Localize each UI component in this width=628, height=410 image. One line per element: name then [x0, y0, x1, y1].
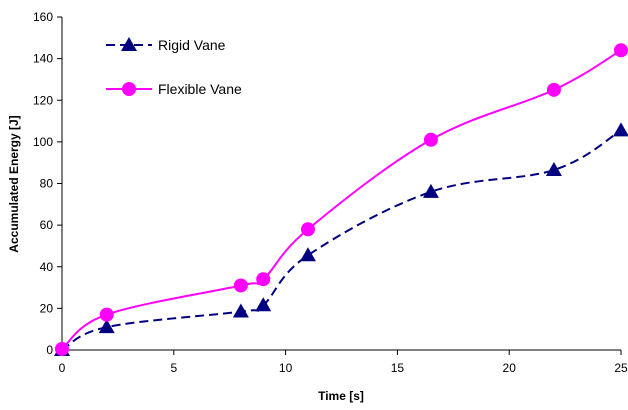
rigid-vane-point — [232, 303, 249, 318]
flexible-vane-point — [300, 222, 315, 237]
flexible-vane-point — [55, 341, 69, 356]
flexible-vane-point — [256, 272, 271, 287]
x-tick-label: 5 — [170, 361, 177, 375]
y-tick-label: 120 — [33, 93, 53, 107]
flexible-vane-point — [614, 43, 628, 58]
rigid-vane-point — [613, 122, 628, 137]
y-tick-label: 20 — [40, 301, 54, 315]
x-axis-title: Time [s] — [318, 389, 364, 403]
y-tick-label: 60 — [40, 218, 54, 232]
ticks: 0 5 10 15 20 25 0 20 40 60 80 100 120 140 160 — [33, 10, 628, 375]
y-tick-label: 40 — [40, 260, 54, 274]
y-tick-label: 80 — [40, 177, 54, 191]
x-tick-label: 0 — [59, 361, 66, 375]
flexible-vane-point — [423, 132, 438, 147]
rigid-vane-line — [61, 129, 622, 351]
axes — [61, 17, 621, 351]
y-tick-label: 0 — [46, 343, 53, 357]
legend-flexible-vane-label: Flexible Vane — [158, 81, 242, 97]
x-tick-label: 10 — [279, 361, 293, 375]
flexible-vane-point — [546, 82, 561, 97]
flexible-vane-line — [61, 49, 622, 350]
x-tick-label: 15 — [391, 361, 405, 375]
rigid-vane-point — [299, 247, 316, 262]
x-tick-label: 25 — [614, 361, 628, 375]
flexible-vane-point — [99, 307, 114, 322]
series-markers — [54, 43, 628, 356]
rigid-vane-point — [255, 297, 272, 312]
legend-flexible-vane-marker — [122, 82, 136, 96]
x-tick-label: 20 — [503, 361, 517, 375]
rigid-vane-point — [422, 183, 439, 198]
legend-rigid-vane-label: Rigid Vane — [158, 37, 226, 53]
rigid-vane-point — [98, 319, 115, 334]
series-lines — [61, 49, 622, 351]
y-tick-label: 140 — [33, 52, 53, 66]
flexible-vane-point — [233, 278, 248, 293]
y-tick-label: 100 — [33, 135, 53, 149]
rigid-vane-point — [545, 161, 562, 176]
legend-rigid-vane-marker — [121, 37, 137, 51]
y-axis-title: Accumulated Energy [J] — [7, 115, 21, 252]
y-tick-label: 160 — [33, 10, 53, 24]
legend: Rigid Vane Flexible Vane — [106, 37, 242, 97]
